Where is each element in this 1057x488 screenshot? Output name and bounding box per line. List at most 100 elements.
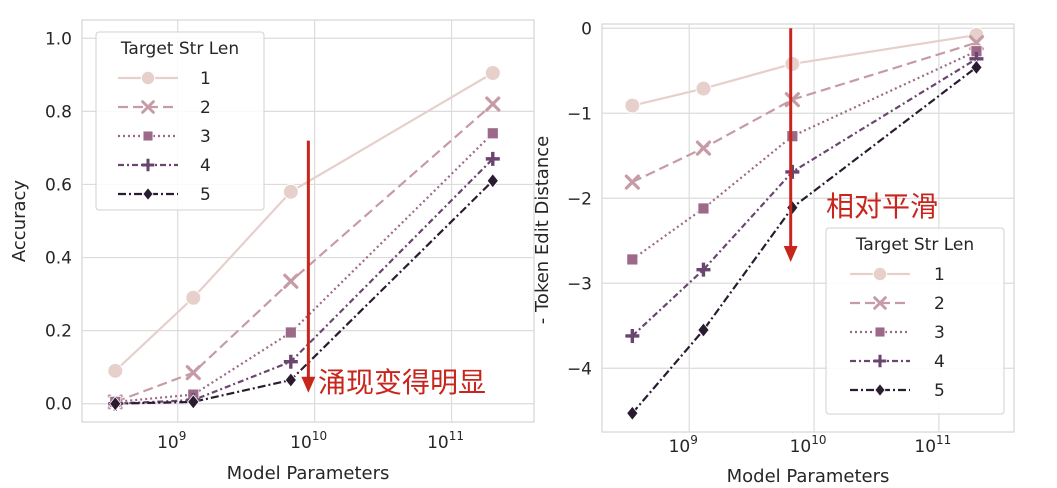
legend-marker-4 [141,158,155,172]
point-series-5 [626,405,639,421]
x-tick-label: 109 [157,429,186,453]
legend-marker-3 [142,130,154,142]
y-tick-label: 0.0 [45,395,72,415]
y-tick-label: 0.8 [45,102,72,122]
series-line-2 [631,41,977,184]
point-series-1 [784,55,801,72]
point-series-5 [697,322,710,338]
legend-label-3: 3 [200,127,211,147]
point-series-2 [283,273,299,289]
y-tick-label: −4 [567,359,592,379]
legend-label-2: 2 [200,98,211,118]
legend-label-4: 4 [200,156,211,176]
accuracy-series-lines [114,72,494,405]
point-series-3 [284,326,297,339]
series-line-1 [114,72,494,372]
legend-marker-1 [140,70,156,86]
edit-distance-series-lines [631,34,978,415]
legend-marker-5 [874,383,886,397]
edit-distance-legend-box [825,227,1005,415]
legend-marker-2 [141,100,155,114]
y-tick-label: 0.2 [45,322,72,342]
point-series-2 [185,365,201,381]
point-series-5 [970,59,983,75]
point-series-1 [282,183,299,200]
point-series-1 [968,27,985,44]
series-line-5 [115,180,494,405]
legend-label-5: 5 [200,185,211,205]
point-series-2 [624,174,640,190]
edit-distance-y-ticks: 0 −1 −2 −3 −4 [567,19,592,379]
series-line-5 [631,66,978,415]
y-tick-label: −2 [567,189,592,209]
smooth-annotation-text: 相对平滑 [826,190,938,223]
legend-label-3: 3 [934,323,945,343]
point-series-2 [695,140,712,156]
point-series-2 [784,92,800,108]
point-series-4 [283,354,298,369]
edit-distance-legend-title: Target Str Len [855,235,974,255]
edit-distance-x-ticks: 109 1010 1011 [669,433,952,457]
edit-distance-y-axis-label: - Token Edit Distance [532,136,553,324]
legend-label-1: 1 [934,265,945,285]
y-tick-label: 0 [581,19,592,39]
legend-label-1: 1 [200,69,211,89]
accuracy-legend-title: Target Str Len [120,39,239,59]
edit-distance-chart: 0 −1 −2 −3 −4 109 1010 1011 Model Parameters -… [532,19,1015,487]
point-series-1 [624,97,641,114]
y-tick-label: −3 [567,274,592,294]
legend-label-4: 4 [934,352,945,372]
accuracy-y-axis-label: Accuracy [9,180,30,263]
series-line-3 [115,132,494,403]
emergence-arrow-head [301,376,316,393]
accuracy-legend: Target Str Len 1 2 3 4 5 [95,31,265,211]
point-series-5 [786,199,799,216]
accuracy-y-ticks: 0.0 0.2 0.4 0.6 0.8 1.0 [45,29,72,414]
point-series-5 [284,372,297,388]
emergence-annotation-text: 涌现变得明显 [318,366,486,399]
y-tick-label: 1.0 [45,29,72,49]
edit-distance-legend-items: 1 2 3 4 5 [850,265,945,401]
series-line-4 [115,158,494,405]
series-line-1 [632,34,977,107]
point-series-3 [626,253,639,266]
point-series-5 [486,173,499,189]
x-tick-label: 1011 [914,433,951,457]
point-series-4 [485,151,500,166]
x-tick-label: 1010 [790,433,827,457]
accuracy-x-ticks: 109 1010 1011 [157,429,464,453]
legend-marker-5 [142,187,154,201]
edit-distance-annotation: 相对平滑 [783,28,938,262]
edit-distance-x-axis-label: Model Parameters [727,466,890,487]
point-series-1 [484,64,501,81]
accuracy-annotation: 涌现变得明显 [301,140,486,399]
point-series-5 [187,394,200,410]
legend-marker-4 [873,354,887,368]
point-series-3 [486,127,499,140]
accuracy-x-axis-label: Model Parameters [227,463,390,484]
point-series-2 [485,96,501,112]
legend-marker-1 [872,266,888,282]
x-tick-label: 1011 [427,429,464,453]
legend-label-2: 2 [934,294,945,314]
x-tick-label: 109 [669,433,698,457]
accuracy-series-markers [107,64,501,412]
series-line-4 [631,57,977,337]
point-series-4 [785,164,800,179]
edit-distance-series-markers [624,27,985,421]
legend-label-5: 5 [934,381,945,401]
point-series-1 [107,362,124,379]
point-series-1 [185,289,202,306]
point-series-3 [786,130,799,143]
legend-marker-3 [874,326,886,338]
legend-marker-2 [873,296,887,310]
point-series-3 [697,202,710,215]
edit-distance-legend: Target Str Len 1 2 3 4 5 [825,227,1005,415]
series-line-2 [114,103,494,403]
point-series-4 [696,262,711,277]
y-tick-label: −1 [567,104,592,124]
smooth-arrow-head [783,246,798,262]
y-tick-label: 0.4 [45,249,72,269]
